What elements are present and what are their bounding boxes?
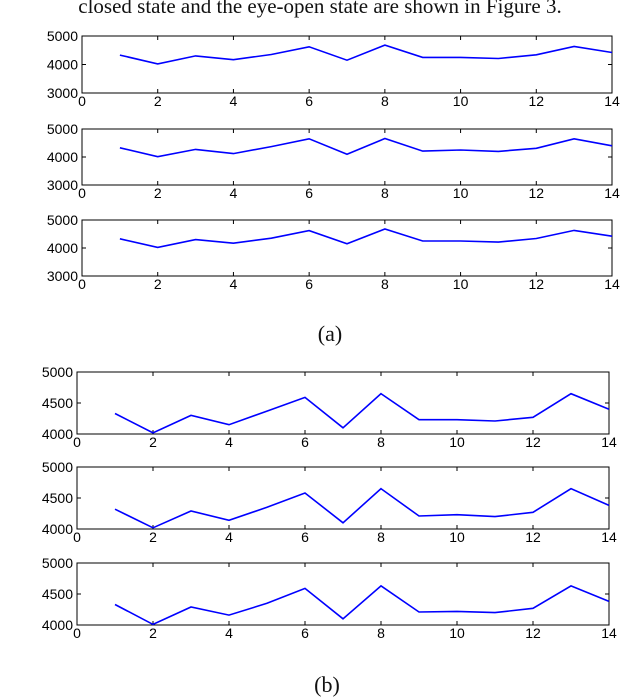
x-tick-label: 14 (604, 276, 620, 292)
plot-6: 0 2 4 6 8 10 12 14 4000 4500 5000 (42, 555, 617, 641)
x-tick-label: 10 (453, 276, 469, 292)
x-tick-label: 0 (78, 185, 86, 201)
x-tick-label: 14 (604, 185, 620, 201)
plot-frame (76, 466, 610, 530)
x-tick-label: 6 (301, 625, 309, 641)
x-tick-label: 2 (149, 625, 157, 641)
x-tick-label: 0 (78, 276, 86, 292)
series-line-1 (114, 584, 610, 626)
plot-frame (81, 128, 613, 186)
y-tick-label: 4000 (47, 149, 78, 165)
x-tick-label: 8 (381, 185, 389, 201)
y-tick-label: 4500 (42, 490, 73, 506)
x-tick-label: 10 (449, 529, 465, 545)
x-tick-label: 2 (154, 93, 162, 109)
x-tick-label: 14 (601, 434, 617, 450)
caption-a: (a) (318, 321, 342, 346)
top-text: closed state and the eye-open state are … (78, 0, 562, 18)
y-tick-label: 4500 (42, 395, 73, 411)
y-tick-label: 3000 (47, 85, 78, 101)
x-tick-label: 6 (301, 529, 309, 545)
x-tick-label: 10 (453, 93, 469, 109)
y-tick-label: 4000 (42, 426, 73, 442)
x-tick-label: 6 (305, 185, 313, 201)
x-tick-label: 6 (305, 93, 313, 109)
y-tick-label: 4000 (47, 57, 78, 73)
y-tick-label: 5000 (47, 121, 78, 137)
plot-frame (81, 35, 613, 94)
x-tick-label: 0 (78, 93, 86, 109)
y-tick-label: 5000 (47, 212, 78, 228)
y-tick-label: 3000 (47, 268, 78, 284)
x-tick-label: 12 (525, 529, 541, 545)
x-tick-label: 4 (225, 625, 233, 641)
y-tick-label: 5000 (42, 555, 73, 571)
x-tick-label: 14 (601, 529, 617, 545)
x-tick-label: 2 (154, 276, 162, 292)
series-line-1 (114, 487, 610, 529)
x-tick-label: 12 (525, 434, 541, 450)
y-tick-label: 4000 (47, 240, 78, 256)
y-tick-label: 5000 (42, 364, 73, 380)
y-tick-label: 5000 (42, 459, 73, 475)
x-tick-label: 0 (73, 529, 81, 545)
plot-frame (81, 219, 613, 277)
y-tick-label: 4000 (42, 521, 73, 537)
x-tick-label: 14 (601, 625, 617, 641)
y-tick-label: 4000 (42, 617, 73, 633)
plot-1: 0 2 4 6 8 10 12 14 3000 4000 5000 (47, 28, 620, 109)
plot-5: 0 2 4 6 8 10 12 14 4000 4500 5000 (42, 459, 617, 545)
x-tick-label: 12 (528, 185, 544, 201)
x-tick-label: 6 (305, 276, 313, 292)
x-tick-label: 10 (453, 185, 469, 201)
x-tick-label: 0 (73, 434, 81, 450)
y-tick-label: 5000 (47, 28, 78, 44)
y-tick-label: 4500 (42, 586, 73, 602)
plot-4: 0 2 4 6 8 10 12 14 4000 4500 5000 (42, 364, 617, 450)
x-tick-label: 12 (525, 625, 541, 641)
x-tick-label: 10 (449, 434, 465, 450)
caption-b: (b) (314, 672, 340, 697)
x-tick-label: 6 (301, 434, 309, 450)
x-tick-label: 4 (230, 185, 238, 201)
plot-frame (76, 562, 610, 626)
x-tick-label: 8 (377, 434, 385, 450)
series-line-1 (119, 228, 613, 249)
x-tick-label: 8 (377, 529, 385, 545)
x-tick-label: 4 (230, 276, 238, 292)
x-tick-label: 4 (225, 529, 233, 545)
plot-2: 0 2 4 6 8 10 12 14 3000 4000 5000 (47, 121, 620, 201)
x-tick-label: 8 (381, 93, 389, 109)
x-tick-label: 12 (528, 276, 544, 292)
plot-frame (76, 371, 610, 435)
x-tick-label: 0 (73, 625, 81, 641)
x-tick-label: 10 (449, 625, 465, 641)
x-tick-label: 14 (604, 93, 620, 109)
x-tick-label: 8 (377, 625, 385, 641)
x-tick-label: 8 (381, 276, 389, 292)
x-tick-label: 2 (149, 434, 157, 450)
x-tick-label: 4 (225, 434, 233, 450)
x-tick-label: 4 (230, 93, 238, 109)
series-line-1 (119, 137, 613, 158)
x-tick-label: 12 (528, 93, 544, 109)
x-tick-label: 2 (149, 529, 157, 545)
y-tick-label: 3000 (47, 177, 78, 193)
plot-3: 0 2 4 6 8 10 12 14 3000 4000 5000 (47, 212, 620, 292)
x-tick-label: 2 (154, 185, 162, 201)
series-line-1 (114, 392, 610, 434)
series-line-1 (119, 44, 613, 65)
